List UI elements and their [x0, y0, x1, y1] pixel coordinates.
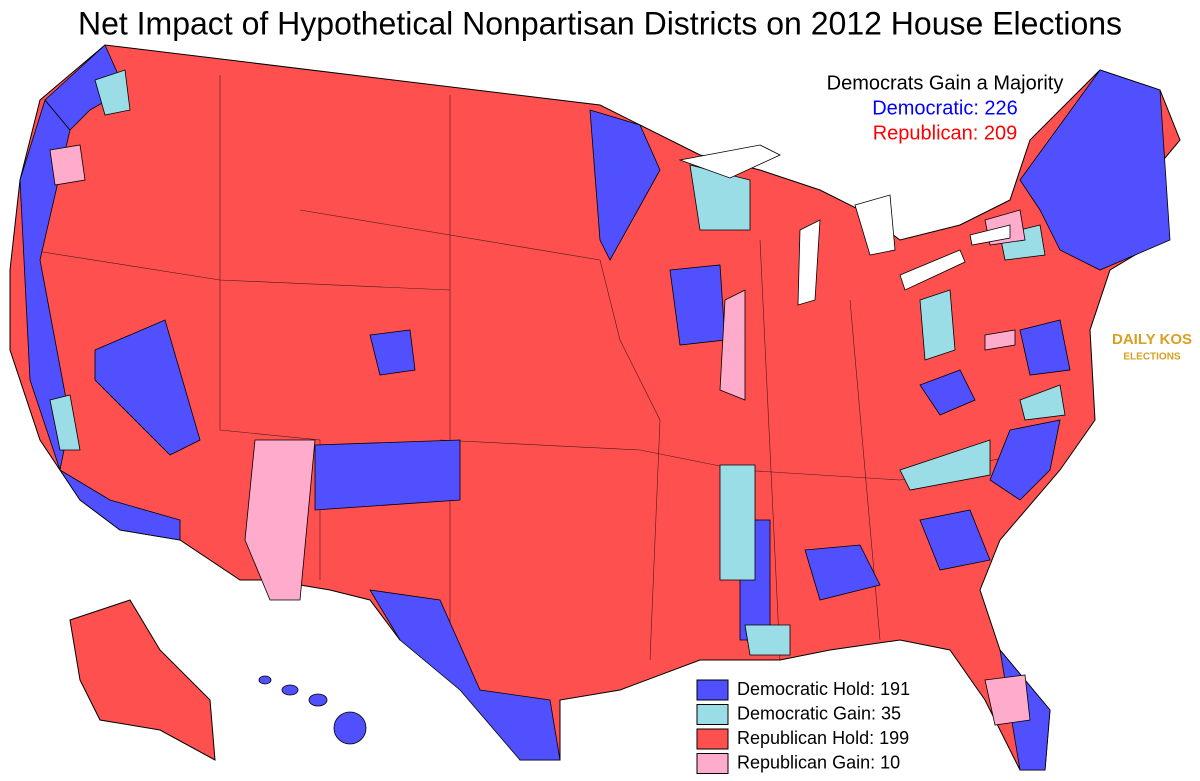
legend-label: Democratic Gain: 35 [737, 703, 901, 723]
alabama-blue [804, 544, 881, 601]
district-lines [29, 249, 451, 291]
illinois-gain [719, 289, 746, 401]
louisiana-gain [744, 624, 791, 656]
legend-swatch [696, 728, 729, 750]
summary-line: Democratic: 226 [872, 97, 1018, 119]
nevada-blue [94, 319, 201, 456]
lake-huron [854, 194, 896, 256]
lake-erie [899, 249, 966, 291]
minnesota-blue [589, 109, 661, 261]
legend: Democratic Hold: 191 Democratic Gain: 35 R… [690, 676, 960, 781]
logo-line2: ELECTIONS [1123, 352, 1181, 363]
legend-label: Republican Gain: 10 [737, 752, 900, 772]
florida-gain [984, 674, 1031, 726]
legend-swatch [696, 679, 729, 701]
oregon-gain [49, 144, 86, 186]
new-mexico-blue [314, 439, 461, 511]
arkansas-gain [719, 464, 756, 581]
lake-superior [678, 144, 781, 179]
district-lines [759, 239, 781, 661]
lake-michigan [797, 219, 821, 306]
maryland-blue [1019, 319, 1071, 376]
legend-label: Republican Hold: 199 [737, 728, 909, 748]
island [258, 675, 272, 685]
summary: Democrats Gain a Majority Democratic: 22… [827, 72, 1064, 144]
summary-line: Republican: 209 [873, 122, 1018, 144]
maryland-gain [984, 329, 1016, 351]
colorado-blue [369, 329, 416, 376]
legend-swatch [696, 704, 729, 725]
texas-border-blue [369, 589, 561, 761]
california-gain [49, 394, 81, 451]
summary-heading: Democrats Gain a Majority [827, 72, 1064, 94]
carolina-blue [989, 419, 1061, 501]
ohio-gain [919, 289, 956, 361]
washington-gain [94, 69, 131, 116]
hawaii [258, 675, 367, 745]
virginia-gain [1019, 384, 1066, 421]
legend-swatch [696, 753, 729, 774]
socal-blue [59, 469, 181, 541]
logo: DAILY KOS ELECTIONS [1112, 331, 1192, 363]
title: Net Impact of Hypothetical Nonpartisan D… [78, 5, 1122, 41]
northeast-blue [1019, 69, 1171, 271]
legend-label: Democratic Hold: 191 [737, 679, 910, 699]
kentucky-gain [899, 439, 991, 491]
arizona-gain [244, 439, 316, 601]
district-lines [299, 209, 661, 661]
lake-ontario [969, 224, 1011, 246]
map [9, 44, 1181, 771]
island [308, 693, 328, 707]
logo-line1: DAILY KOS [1112, 331, 1192, 348]
alaska [69, 599, 216, 761]
westva-blue [919, 369, 976, 416]
iowa-blue [669, 264, 726, 346]
island [333, 711, 367, 745]
island [281, 684, 299, 696]
legend-box [690, 676, 960, 781]
georgia-blue [919, 509, 991, 571]
